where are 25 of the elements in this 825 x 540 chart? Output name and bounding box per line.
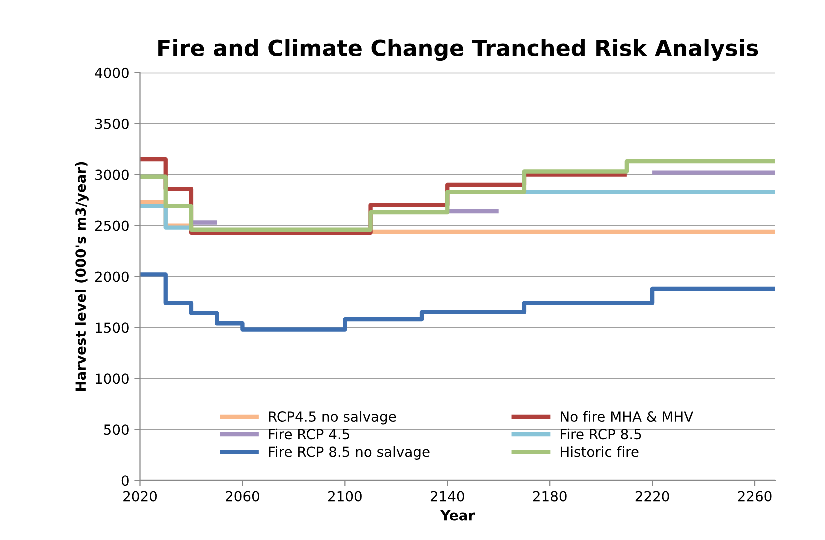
y-tick-label: 4000 xyxy=(95,68,129,78)
y-tick-label: 1000 xyxy=(96,374,129,384)
x-tick-label: 2260 xyxy=(738,491,772,502)
y-tick-label: 0 xyxy=(122,476,129,486)
x-tick-label: 2140 xyxy=(430,491,464,502)
x-tick-label: 2220 xyxy=(636,491,670,502)
legend-label: RCP4.5 no salvage xyxy=(269,411,396,425)
y-tick-label: 2000 xyxy=(96,272,129,282)
y-tick-label: 3000 xyxy=(96,170,129,180)
x-tick-label: 2180 xyxy=(533,491,567,502)
legend-label: No fire MHA & MHV xyxy=(561,411,694,422)
legend-label: Historic fire xyxy=(561,446,639,458)
y-tick-label: 2500 xyxy=(96,220,129,232)
legend-label: Fire RCP 8.5 no salvage xyxy=(269,446,430,460)
x-tick-label: 2060 xyxy=(226,491,260,502)
y-axis-title: Harvest level (000's m3/year) xyxy=(75,162,89,392)
y-tick-label: 500 xyxy=(104,424,129,436)
x-tick-label: 2020 xyxy=(124,491,157,502)
y-tick-label: 1500 xyxy=(96,322,129,334)
legend-label: Fire RCP 4.5 xyxy=(269,428,350,440)
y-tick-label: 3500 xyxy=(96,118,129,130)
chart-title: Fire and Climate Change Tranched Risk Analysis xyxy=(158,39,758,62)
x-axis-title: Year xyxy=(440,510,476,521)
legend-label: Fire RCP 8.5 xyxy=(561,428,642,440)
x-tick-label: 2100 xyxy=(328,491,362,502)
